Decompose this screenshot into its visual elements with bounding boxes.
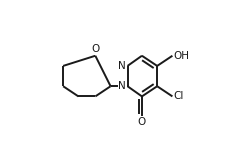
Text: Cl: Cl bbox=[173, 91, 184, 101]
Text: O: O bbox=[91, 44, 99, 54]
Text: O: O bbox=[138, 117, 146, 127]
Text: N: N bbox=[118, 81, 126, 91]
Text: N: N bbox=[118, 61, 126, 71]
Text: OH: OH bbox=[173, 51, 189, 61]
